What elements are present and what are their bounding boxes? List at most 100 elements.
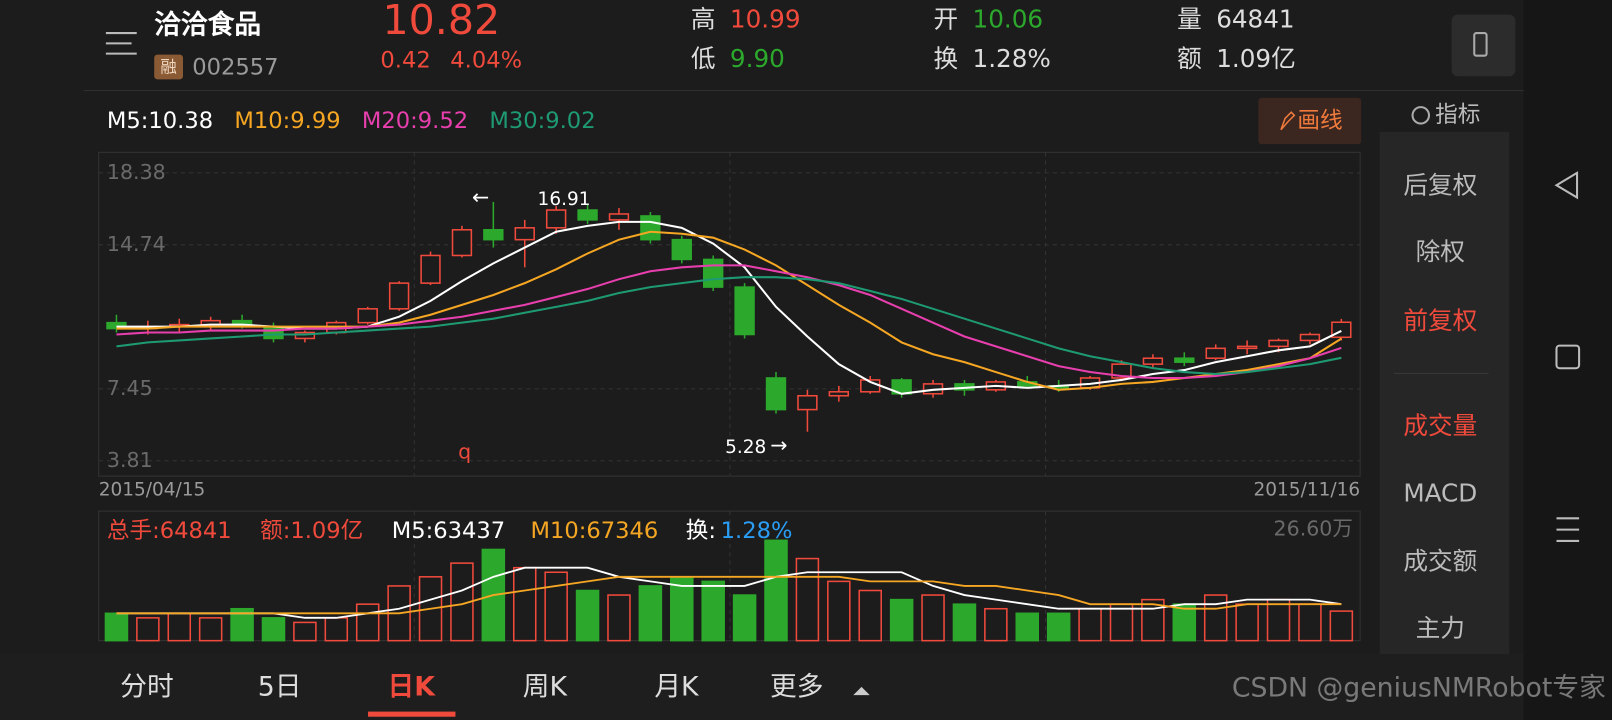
candle-body [734,286,755,336]
tab[interactable]: 更多 [770,671,823,702]
volume-bar [827,580,851,642]
candle-body [357,308,378,324]
nav-menu[interactable] [1556,517,1580,542]
indicator-button[interactable]: 指标 [1435,102,1480,128]
volume-legend: 总手:64841 [107,518,232,544]
candle-body [1205,347,1226,359]
candle-body [451,229,473,257]
phone-icon [1473,32,1488,57]
value: 1.09亿 [1216,44,1296,73]
candle-body [1142,357,1164,365]
y-tick-label: 3.81 [107,448,153,472]
side-menu-item[interactable]: MACD [1403,479,1477,508]
volume-bar [324,617,349,642]
tab-bar [0,654,1524,720]
ma-line [116,264,1342,379]
label: 低 [691,44,716,73]
min-arrow: → [770,433,787,457]
x-date-label: 2015/11/16 [1253,480,1360,501]
volume-bar [1235,603,1259,642]
switch-button[interactable] [1451,14,1516,77]
candle-body [608,213,630,221]
side-menu-item[interactable]: 成交量 [1403,411,1477,440]
volume-bar [921,594,945,642]
volume-bar [198,617,223,642]
candle-body [797,394,818,411]
label: 高 [691,5,716,34]
tab[interactable]: 月K [654,671,700,702]
volume-ma-line [116,575,1342,615]
y-tick-label: 14.74 [107,232,166,256]
gauge-icon [1411,106,1431,125]
volume-bar [136,617,160,642]
pencil-icon [1280,111,1296,131]
volume-bar [1329,610,1354,642]
ma5: M5:10.38 [107,108,213,134]
nav-back[interactable] [1554,171,1579,200]
candle-body [828,391,850,397]
tab[interactable]: 分时 [120,671,173,702]
y-tick-label: 26.60万 [1274,517,1353,541]
side-panel [1379,131,1510,655]
volume-legend: 换: [686,518,716,544]
chart-layer: 18.38 14.74 7.45 3.81 2015/04/15 2015/11/16 ← 1… [99,160,1606,704]
nav-icons [1554,171,1581,542]
tab[interactable]: 5日 [258,671,302,702]
candle-body [765,377,787,411]
min-label: 5.28 [725,437,766,458]
max-label: 16.91 [538,189,591,210]
volume-bar [984,607,1008,642]
dividers [413,152,1047,641]
volume-legend: M10:67346 [530,518,658,544]
volume-bar [607,594,631,642]
draw-button[interactable] [1258,97,1362,145]
ma20: M20:9.52 [362,108,468,134]
tab[interactable]: 日K [388,671,437,702]
ma10: M10:9.99 [234,108,340,134]
quote: 高 10.99 低 9.90 开 10.06 换 1.28% 量 64841 额… [691,5,1296,73]
candle-body [1236,345,1258,350]
tab-underline [368,711,456,717]
menu-icon[interactable] [105,32,137,55]
label: 开 [933,5,958,34]
volume-bar [1046,612,1071,642]
volume-legend: 额:1.09亿 [260,518,363,544]
side-menu-item[interactable]: 前复权 [1403,306,1477,335]
volume-bar [1203,594,1228,642]
watermark: CSDN @geniusNMRobot专家 [1232,672,1606,703]
y-tick-label: 18.38 [107,160,166,184]
change-pct: 4.04% [450,47,522,73]
nav-bar [1523,0,1612,720]
candle-body [263,325,284,340]
stock-code: 002557 [192,55,278,81]
volume-bar [732,594,757,642]
side-menu-item[interactable]: 除权 [1416,237,1465,266]
volume-bar [575,589,600,642]
ma-legend: M5:10.38 M10:9.99 M20:9.52 M30:9.02 [107,108,596,134]
candle-body [1174,357,1195,363]
side-menu-item[interactable]: 后复权 [1403,170,1477,199]
side-menu-item[interactable]: 成交额 [1403,547,1477,576]
volume-bar [512,566,537,642]
candle-body [483,229,504,241]
draw-label: 画线 [1297,108,1342,134]
volume-ma-line [116,566,1342,619]
badge: 融 [160,58,176,77]
candle-body [640,215,661,241]
candle-body [514,227,535,241]
label: 换 [933,44,958,73]
nav-home[interactable] [1555,344,1581,370]
y-tick-label: 7.45 [107,376,153,400]
ma30: M30:9.02 [489,108,595,134]
volume-bar [764,539,788,642]
tab[interactable]: 周K [523,671,569,702]
volume-bar [1015,612,1040,642]
marker: q [458,440,471,464]
side-menu-item[interactable]: 主力 [1416,613,1465,642]
volume-bar [261,617,286,642]
volume-bar [858,589,882,642]
candle-body [577,209,598,221]
value: 10.06 [973,5,1044,34]
